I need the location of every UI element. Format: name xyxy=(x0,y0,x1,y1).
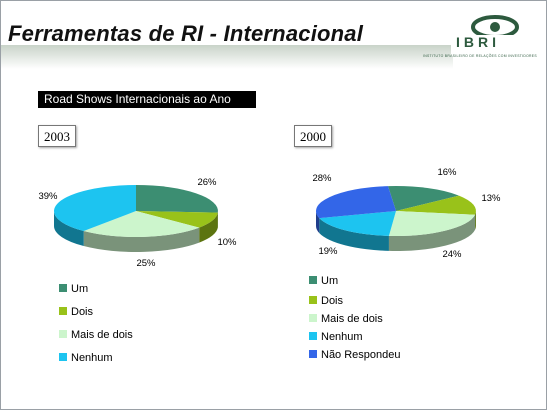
legend-swatch xyxy=(309,314,317,322)
legend-item: Dois xyxy=(309,295,343,307)
legend-swatch xyxy=(59,307,67,315)
chart-subtitle: Road Shows Internacionais ao Ano xyxy=(38,91,256,108)
legend-item: Nenhum xyxy=(309,331,363,343)
legend-label: Dois xyxy=(71,306,94,318)
legend-label: Nenhum xyxy=(71,352,113,364)
legend-swatch xyxy=(309,350,317,358)
legend-label: Dois xyxy=(321,295,344,307)
logo-text: IBRI xyxy=(456,34,500,50)
legend-swatch xyxy=(59,330,67,338)
pie-slice-dois xyxy=(136,211,218,228)
legend-label: Mais de dois xyxy=(321,313,383,325)
pie-side-nao-respondeu xyxy=(316,211,320,234)
pie-slice-um xyxy=(136,185,218,213)
title-underline xyxy=(1,45,453,69)
pie-side-nenhum xyxy=(54,211,84,247)
pie-side-nenhum xyxy=(319,218,389,251)
pie-label-mais-de-dois: 25% xyxy=(136,258,156,269)
pie-label-um: 16% xyxy=(437,167,457,178)
legend-label: Não Respondeu xyxy=(321,349,401,361)
ibri-logo-icon xyxy=(451,15,539,57)
pie-label-dois: 13% xyxy=(481,193,501,204)
pie-slice-mais-de-dois xyxy=(388,211,476,237)
pie-slice-dois xyxy=(396,195,477,215)
legend-label: Um xyxy=(71,283,89,295)
legend-item: Um xyxy=(309,275,338,287)
legend-label: Nenhum xyxy=(321,331,363,343)
legend-item: Não Respondeu xyxy=(309,349,401,361)
pie-slice-nenhum xyxy=(53,185,136,232)
legend-swatch xyxy=(309,296,317,304)
pie-label-dois: 10% xyxy=(217,237,237,248)
pie-label-nenhum: 39% xyxy=(38,191,58,202)
pie-slice-nao-respondeu xyxy=(315,186,396,219)
legend-item: Mais de dois xyxy=(309,313,383,325)
legend-swatch xyxy=(59,353,67,361)
pie-label-nenhum: 19% xyxy=(318,246,338,257)
legend-swatch xyxy=(59,284,67,292)
page-title: Ferramentas de RI - Internacional xyxy=(8,21,364,46)
year-label-2000: 2000 xyxy=(294,125,332,147)
pie-side-mais-de-dois xyxy=(388,214,476,251)
legend-item: Nenhum xyxy=(59,352,113,364)
pie-label-mais-de-dois: 24% xyxy=(442,249,462,260)
legend-item: Um xyxy=(59,283,88,295)
pie-label-um: 26% xyxy=(197,177,217,188)
legend-item: Mais de dois xyxy=(59,329,133,341)
legend-swatch xyxy=(309,332,317,340)
logo-subtext: INSTITUTO BRASILEIRO DE RELAÇÕES COM INV… xyxy=(423,54,537,58)
pie-slice-mais-de-dois xyxy=(83,211,200,237)
pie-label-nao-respondeu: 28% xyxy=(312,173,332,184)
pie-chart-2000: 16% 13% 24% 19% 28% xyxy=(312,167,501,260)
legend-label: Mais de dois xyxy=(71,329,133,341)
pie-slice-nenhum xyxy=(319,211,396,236)
legend-swatch xyxy=(309,276,317,284)
pie-side-dois xyxy=(475,211,476,230)
year-label-2003: 2003 xyxy=(38,125,76,147)
pie-side-mais-de-dois xyxy=(83,227,200,252)
pie-slice-um xyxy=(388,186,459,211)
legend-item: Dois xyxy=(59,306,93,318)
pie-side-dois xyxy=(199,212,218,243)
pie-chart-2003: 26% 10% 25% 39% xyxy=(38,177,237,269)
legend-label: Um xyxy=(321,275,339,287)
